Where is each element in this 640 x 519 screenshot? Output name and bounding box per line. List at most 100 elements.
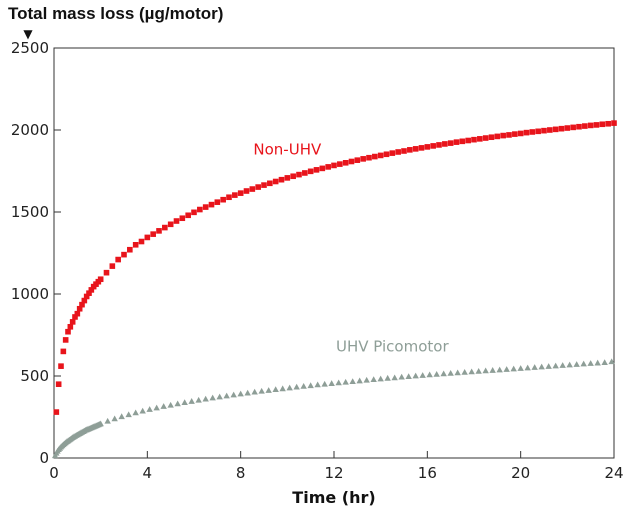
non-uhv-point: [605, 120, 611, 127]
uhv-point: [412, 372, 419, 379]
non-uhv-point: [115, 256, 121, 263]
x-tick-label: 24: [604, 464, 623, 482]
non-uhv-point: [232, 192, 238, 198]
non-uhv-point: [173, 218, 180, 224]
non-uhv-point: [67, 324, 74, 330]
non-uhv-point: [593, 122, 600, 128]
uhv-point: [167, 401, 174, 408]
uhv-point: [594, 359, 601, 366]
uhv-point: [195, 396, 202, 403]
uhv-point: [426, 371, 433, 378]
y-tick-label: 1500: [11, 203, 49, 221]
non-uhv-point: [401, 148, 407, 154]
non-uhv-point: [587, 122, 594, 129]
x-tick-label: 0: [49, 464, 59, 482]
non-uhv-point: [255, 184, 261, 190]
non-uhv-point: [81, 297, 88, 304]
non-uhv-point: [83, 293, 90, 300]
non-uhv-point: [564, 125, 571, 131]
non-uhv-point: [208, 201, 215, 208]
non-uhv-point: [58, 363, 64, 369]
uhv-point: [461, 369, 468, 375]
uhv-point: [370, 376, 377, 383]
non-uhv-point: [191, 209, 197, 216]
non-uhv-point: [86, 290, 92, 296]
non-uhv-point: [412, 146, 419, 152]
non-uhv-point: [307, 168, 314, 175]
uhv-point: [321, 380, 328, 387]
non-uhv-point: [226, 194, 232, 201]
non-uhv-point: [488, 134, 495, 141]
uhv-point: [433, 370, 440, 377]
uhv-point: [377, 375, 384, 382]
uhv-point: [293, 383, 300, 390]
non-uhv-point: [547, 127, 553, 133]
non-uhv-point: [331, 162, 337, 169]
non-uhv-point: [76, 305, 83, 312]
uhv-point: [475, 368, 482, 374]
non-uhv-point: [62, 337, 69, 343]
non-uhv-point: [202, 204, 209, 210]
plot-frame: [53, 47, 615, 459]
uhv-point: [384, 374, 391, 381]
series-annotation: Non-UHV: [253, 141, 322, 159]
x-tick-label: 16: [418, 464, 437, 482]
non-uhv-point: [599, 121, 606, 128]
non-uhv-point: [482, 135, 489, 141]
uhv-point: [188, 398, 195, 404]
non-uhv-point: [477, 136, 483, 142]
non-uhv-point: [197, 206, 203, 213]
non-uhv-point: [237, 190, 244, 196]
uhv-point: [328, 380, 335, 386]
x-tick-label: 8: [236, 464, 246, 482]
non-uhv-point: [185, 212, 191, 219]
non-uhv-point: [278, 176, 285, 183]
uhv-point: [363, 376, 370, 383]
non-uhv-point: [55, 381, 62, 387]
uhv-point: [251, 388, 258, 395]
non-uhv-point: [436, 142, 442, 148]
non-uhv-point: [109, 263, 116, 269]
uhv-point: [202, 395, 209, 402]
uhv-point: [587, 360, 594, 366]
non-uhv-point: [65, 328, 71, 335]
non-uhv-point: [517, 130, 524, 137]
uhv-point: [174, 400, 181, 407]
uhv-point: [349, 378, 356, 384]
non-uhv-point: [179, 215, 186, 222]
non-uhv-point: [243, 188, 250, 194]
uhv-point: [153, 404, 160, 411]
non-uhv-point: [127, 246, 133, 253]
y-tick-label: 2500: [11, 39, 49, 57]
uhv-point: [538, 363, 545, 370]
uhv-point: [146, 406, 153, 412]
uhv-point: [279, 385, 286, 392]
uhv-point: [230, 391, 237, 398]
non-uhv-point: [360, 156, 366, 162]
non-uhv-point: [325, 164, 331, 170]
uhv-point: [545, 363, 552, 369]
uhv-point: [272, 386, 279, 393]
uhv-point: [181, 399, 188, 405]
non-uhv-point: [582, 123, 588, 129]
uhv-point: [566, 361, 573, 368]
uhv-point: [482, 367, 489, 374]
y-tick-label: 500: [20, 367, 49, 385]
non-uhv-point: [74, 310, 81, 317]
non-uhv-point: [97, 276, 104, 283]
non-uhv-point: [366, 154, 372, 161]
uhv-point: [524, 364, 531, 371]
uhv-point: [447, 370, 454, 376]
y-tick-label: 0: [39, 449, 49, 467]
uhv-point: [580, 360, 587, 367]
non-uhv-point: [407, 147, 413, 153]
non-uhv-point: [576, 123, 582, 130]
uhv-point: [342, 378, 349, 385]
uhv-point: [468, 368, 475, 375]
uhv-point: [419, 372, 426, 378]
non-uhv-point: [558, 125, 565, 132]
uhv-point: [608, 358, 615, 365]
y-axis-title: Total mass loss (µg/motor): [8, 4, 224, 23]
uhv-point: [503, 366, 510, 372]
